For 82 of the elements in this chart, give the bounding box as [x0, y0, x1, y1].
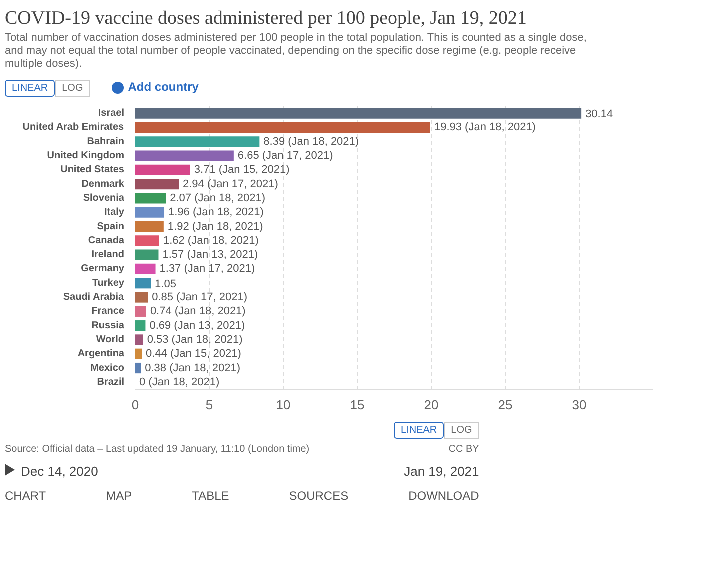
- bar: [136, 278, 152, 290]
- data-label: 0.85 (Jan 17, 2021): [152, 292, 248, 304]
- data-label: 3.71 (Jan 15, 2021): [194, 164, 290, 177]
- text: SOURCES: [289, 488, 349, 505]
- data-label: 0 (Jan 18, 2021): [140, 376, 220, 389]
- y-tick-label: United Arab Emirates: [22, 122, 125, 134]
- y-tick-label: World: [96, 334, 125, 346]
- bar: [136, 136, 260, 148]
- data-label: 1.37 (Jan 17, 2021): [160, 264, 256, 276]
- text: LOG: [444, 422, 480, 440]
- x-tick-label: 10: [276, 398, 291, 413]
- bar: [136, 250, 159, 261]
- y-tick-label: Ireland: [92, 250, 125, 261]
- bar: [136, 363, 142, 374]
- y-tick-label: Argentina: [78, 349, 125, 360]
- data-label: 0.74 (Jan 18, 2021): [150, 306, 246, 318]
- bar: [136, 222, 164, 233]
- bar: [136, 151, 234, 162]
- y-tick-label: Spain: [97, 222, 125, 233]
- data-label: 0.38 (Jan 18, 2021): [145, 362, 241, 375]
- y-tick-label: Italy: [104, 208, 125, 219]
- y-tick-label: United Kingdom: [47, 150, 125, 162]
- y-tick-label: Bahrain: [87, 136, 125, 148]
- text: CC BY: [448, 442, 480, 457]
- y-tick-label: Russia: [92, 320, 125, 332]
- bar: [136, 179, 180, 190]
- bar: [136, 122, 430, 134]
- text: TABLE: [192, 488, 230, 505]
- text: LINEAR: [394, 422, 444, 440]
- data-label: 6.65 (Jan 17, 2021): [238, 150, 334, 162]
- source-note: Source: Official data – Last updated 19 January, 11:10 (London time): [5, 444, 310, 455]
- bar: [136, 320, 146, 332]
- data-label: 0.69 (Jan 13, 2021): [150, 320, 246, 332]
- x-tick-label: 0: [132, 398, 140, 413]
- data-label: 1.62 (Jan 18, 2021): [163, 235, 259, 248]
- y-tick-label: Denmark: [82, 179, 125, 190]
- y-tick-label: Israel: [98, 108, 125, 120]
- data-label: 1.57 (Jan 13, 2021): [162, 249, 258, 262]
- text: MAP: [106, 488, 132, 505]
- data-label: 19.93 (Jan 18, 2021): [434, 122, 536, 134]
- text: Add country: [127, 80, 199, 94]
- x-tick-label: 30: [572, 398, 587, 413]
- x-tick-label: 5: [206, 398, 214, 413]
- data-label: 0.44 (Jan 15, 2021): [146, 348, 242, 361]
- chart-subtitle: Total number of vaccination doses administered per 100 people in the total population. This is counted as a single dose, and may not equal the total number of people vaccinated, depending on the specific dose regime (e.g. people receive multiple doses).: [5, 32, 588, 72]
- x-tick-label: 15: [350, 398, 365, 413]
- bar: [136, 306, 146, 318]
- y-tick-label: France: [92, 306, 125, 318]
- x-tick-label: 20: [424, 398, 439, 413]
- data-label: 1.96 (Jan 18, 2021): [168, 207, 264, 220]
- data-label: 30.14: [586, 108, 614, 121]
- data-label: 2.94 (Jan 17, 2021): [183, 178, 278, 191]
- bar: [136, 335, 144, 346]
- y-tick-label: Canada: [88, 236, 125, 247]
- bar: [136, 165, 190, 176]
- y-tick-label: Turkey: [92, 278, 125, 290]
- text: LINEAR: [5, 80, 56, 98]
- data-label: 1.05: [155, 278, 176, 291]
- y-tick-label: Brazil: [97, 377, 125, 388]
- text: Dec 14, 2020: [21, 464, 98, 479]
- bar: [136, 208, 165, 218]
- y-tick-label: Saudi Arabia: [63, 292, 125, 304]
- x-tick-label: 25: [498, 398, 513, 413]
- text: Jan 19, 2021: [404, 462, 480, 481]
- text: CHART: [5, 488, 46, 505]
- data-label: 8.39 (Jan 18, 2021): [264, 136, 360, 148]
- bar: [136, 349, 142, 360]
- text: DOWNLOAD: [408, 488, 480, 505]
- y-tick-label: Germany: [81, 264, 125, 276]
- bar: [136, 264, 156, 275]
- chart-title: COVID-19 vaccine doses administered per 100 people, Jan 19, 2021: [5, 7, 528, 31]
- bar: [136, 108, 582, 120]
- data-label: 1.92 (Jan 18, 2021): [168, 221, 264, 234]
- bar: [136, 194, 166, 204]
- data-label: 2.07 (Jan 18, 2021): [170, 192, 266, 205]
- data-label: 0.53 (Jan 18, 2021): [147, 334, 243, 346]
- bar: [136, 292, 148, 304]
- text: LOG: [55, 80, 90, 98]
- y-tick-label: Slovenia: [83, 193, 125, 204]
- y-tick-label: Mexico: [90, 363, 125, 374]
- y-tick-label: United States: [60, 165, 125, 176]
- bar: [136, 236, 160, 247]
